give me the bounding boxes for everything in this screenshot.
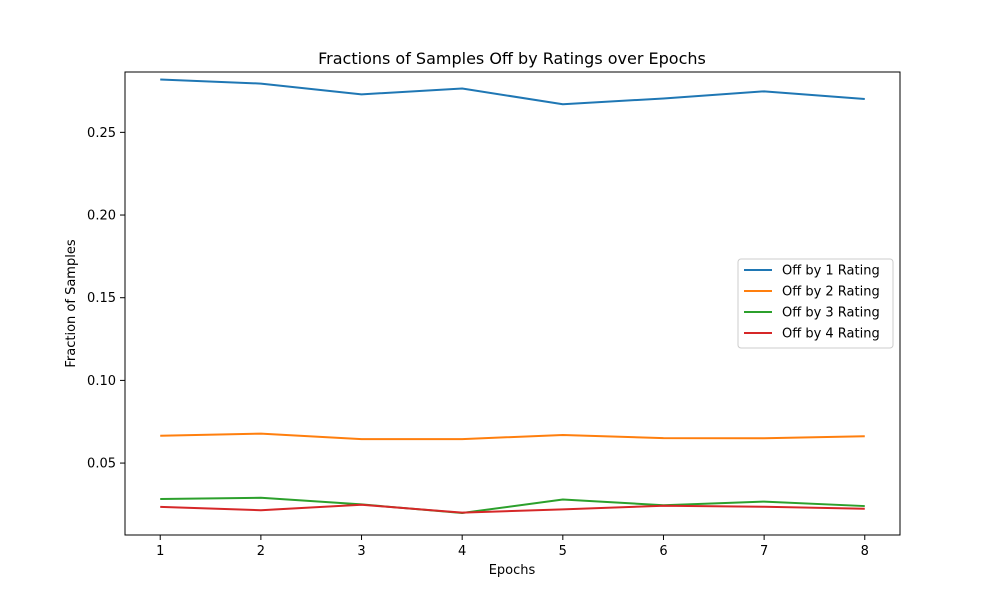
y-tick-label: 0.10 xyxy=(87,374,116,389)
x-tick-label: 5 xyxy=(559,544,567,559)
plot-area xyxy=(124,71,901,536)
y-axis: 0.05 0.10 0.15 0.20 0.25 xyxy=(87,126,125,472)
series-line-off-by-2 xyxy=(160,432,865,441)
y-tick-label: 0.05 xyxy=(87,457,116,472)
x-tick-label: 2 xyxy=(257,544,265,559)
x-tick-label: 1 xyxy=(156,544,164,559)
x-tick-label: 6 xyxy=(659,544,667,559)
legend-label: Off by 4 Rating xyxy=(782,327,880,342)
y-tick-label: 0.15 xyxy=(87,291,116,306)
legend-label: Off by 2 Rating xyxy=(782,285,880,300)
legend-label: Off by 3 Rating xyxy=(782,306,880,321)
x-tick-label: 8 xyxy=(861,544,869,559)
legend: Off by 1 Rating Off by 2 Rating Off by 3 R… xyxy=(737,258,894,349)
x-tick-label: 4 xyxy=(458,544,466,559)
x-tick-label: 3 xyxy=(357,544,365,559)
y-axis-label: Fraction of Samples xyxy=(64,239,79,367)
x-tick-label: 7 xyxy=(760,544,768,559)
series-line-off-by-1 xyxy=(160,78,865,106)
x-axis-label: Epochs xyxy=(489,563,536,578)
y-tick-label: 0.25 xyxy=(87,126,116,141)
series-line-off-by-3 xyxy=(160,496,865,515)
legend-box xyxy=(737,258,894,349)
series-layer xyxy=(160,78,865,515)
y-tick-label: 0.20 xyxy=(87,209,116,224)
chart-title: Fractions of Samples Off by Ratings over… xyxy=(318,49,706,68)
legend-label: Off by 1 Rating xyxy=(782,264,880,279)
series-line-off-by-4 xyxy=(160,503,865,514)
x-axis: 1 2 3 4 5 6 7 8 xyxy=(156,535,869,559)
